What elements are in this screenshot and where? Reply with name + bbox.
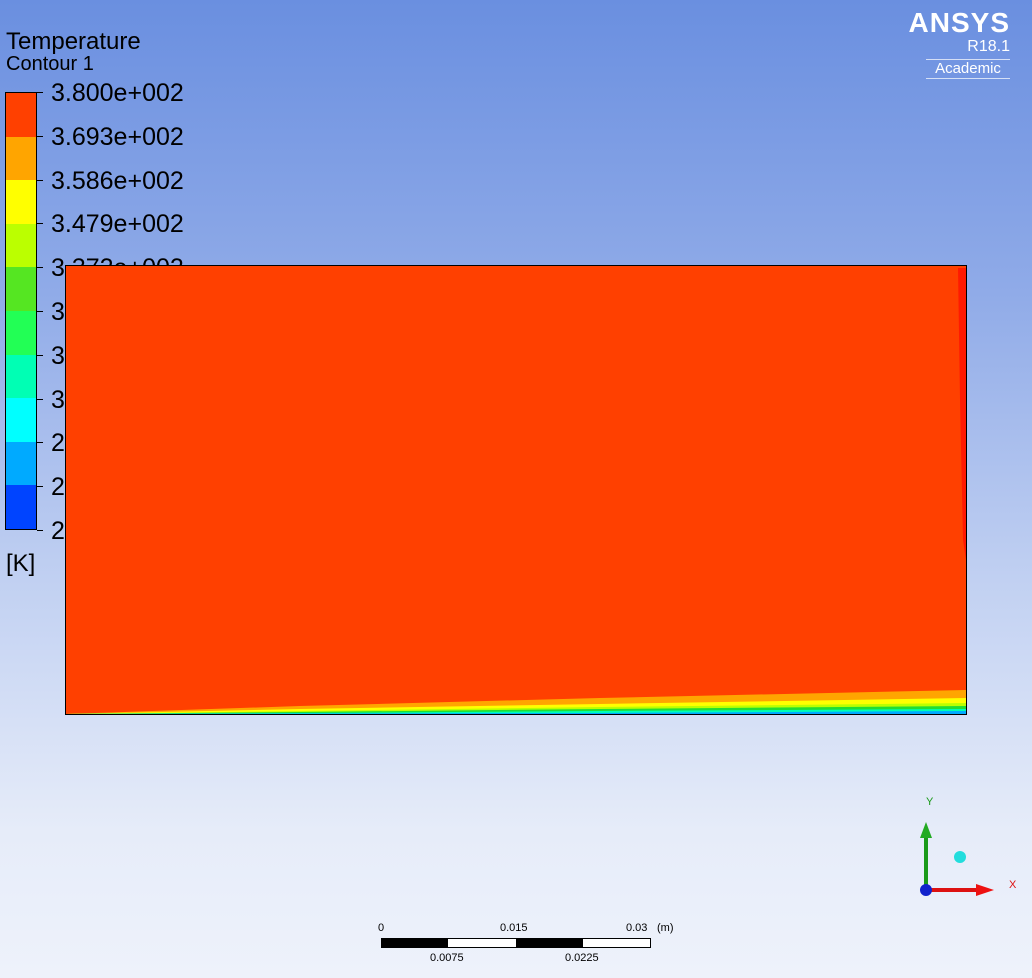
contour-wall-strip	[958, 268, 966, 560]
z-axis-icon	[920, 884, 932, 896]
legend-subtitle: Contour 1	[6, 53, 94, 75]
legend-tick	[37, 135, 43, 137]
legend-label: 3.479e+002	[51, 210, 184, 239]
legend-tick	[37, 442, 43, 444]
legend-tick	[37, 179, 43, 181]
scale-unit: (m)	[657, 922, 674, 934]
legend-color-band	[6, 398, 36, 442]
legend-tick	[37, 486, 43, 488]
legend-color-band	[6, 485, 36, 529]
legend-color-band	[6, 180, 36, 224]
y-arrow-icon	[920, 822, 932, 838]
view-sphere-icon	[954, 851, 966, 863]
legend-tick	[37, 223, 43, 225]
logo-edition: Academic	[926, 59, 1010, 79]
contour-domain	[65, 265, 967, 715]
legend-unit: [K]	[6, 550, 36, 577]
legend-tick	[37, 311, 43, 312]
logo-version: R18.1	[967, 38, 1010, 55]
legend-tick	[37, 354, 43, 356]
legend-label: 3.800e+002	[51, 79, 184, 107]
legend-label: 3.693e+002	[51, 122, 184, 151]
axis-triad[interactable]	[920, 822, 994, 896]
legend-tick	[37, 530, 43, 531]
axis-label-x: X	[1009, 879, 1017, 891]
scale-label: 0.0225	[565, 952, 599, 964]
domain-outline	[65, 265, 967, 715]
scale-bar	[381, 938, 651, 948]
ansys-logo: ANSYS R18.1 Academic	[909, 8, 1010, 79]
legend-label: 3.586e+002	[51, 166, 184, 195]
legend-color-band	[6, 267, 36, 311]
legend-color-band	[6, 136, 36, 181]
legend-tick	[37, 398, 43, 400]
legend-color-band	[6, 93, 36, 137]
legend-title: Temperature	[6, 28, 141, 55]
scale-label: 0.015	[500, 922, 528, 934]
axis-label-y: Y	[926, 796, 934, 808]
contour-band-blue	[66, 711, 966, 714]
legend-tick	[37, 92, 43, 93]
scale-label: 0.0075	[430, 952, 464, 964]
legend-color-band	[6, 223, 36, 268]
scale-label: 0	[378, 922, 385, 934]
contour-region-hot	[65, 265, 967, 715]
legend-color-band	[6, 441, 36, 486]
scale-label: 0.03	[626, 922, 648, 934]
logo-name: ANSYS	[908, 7, 1010, 38]
x-arrow-icon	[976, 884, 994, 896]
legend-color-band	[6, 354, 36, 399]
legend-color-band	[6, 310, 36, 355]
color-legend-bar	[5, 92, 37, 530]
legend-tick	[37, 267, 43, 269]
